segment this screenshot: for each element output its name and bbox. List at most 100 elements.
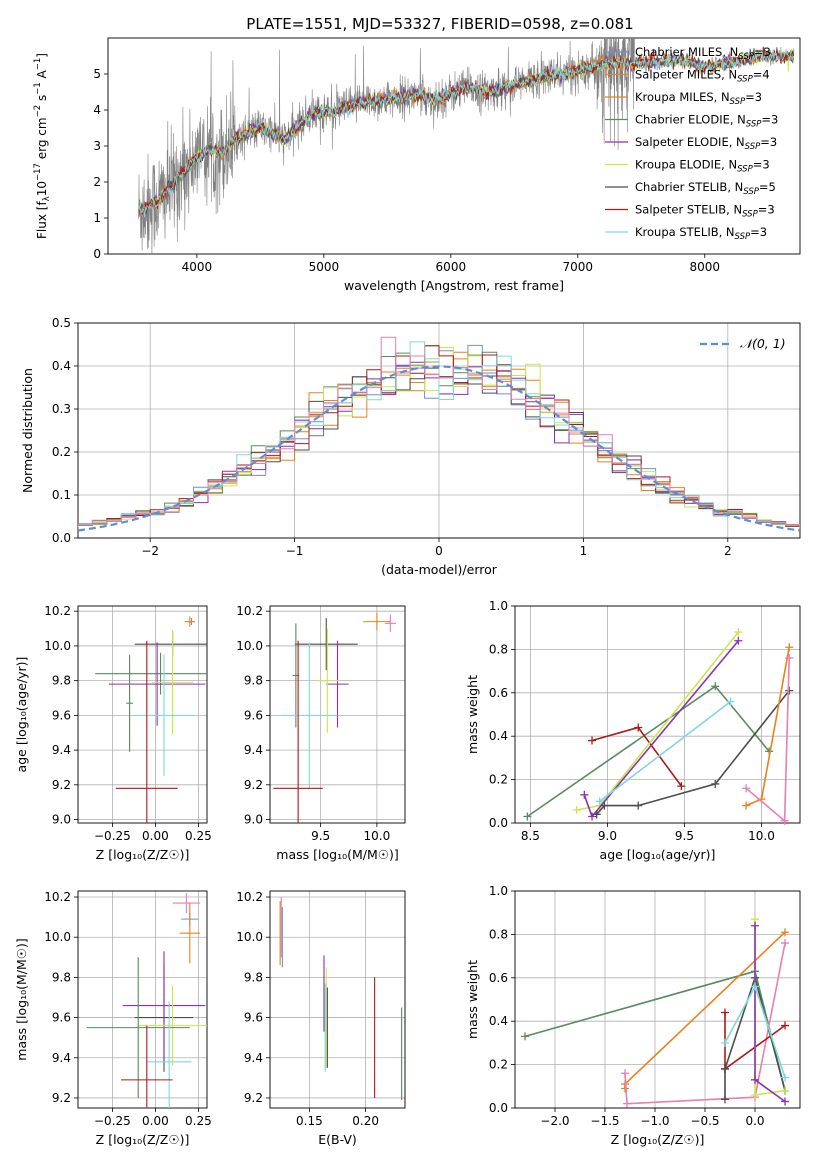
y-tick-label: 0.8	[489, 927, 508, 941]
x-tick-label: 8.5	[521, 829, 540, 843]
series-marker	[742, 784, 751, 793]
y-tick-label: 9.2	[244, 1091, 263, 1105]
series-marker	[780, 816, 789, 825]
x-axis-label: age [log₁₀(age/yr)]	[600, 847, 716, 862]
y-tick-label: 2	[93, 175, 101, 189]
y-tick-label: 9.4	[52, 1051, 71, 1065]
model-spectrum-line	[138, 46, 794, 218]
legend-label-text: Kroupa STELIB, N	[635, 225, 735, 239]
legend-label-count: =5	[759, 180, 776, 194]
axes-frame	[514, 605, 801, 824]
series-marker	[781, 1073, 789, 1082]
legend-label-count: =3	[750, 225, 767, 239]
y-axis-label-part: −1	[33, 58, 43, 71]
series-marker	[742, 801, 751, 810]
x-axis-label: Z [log₁₀(Z/Z☉)]	[96, 1132, 190, 1147]
x-tick-label: 9.0	[598, 829, 617, 843]
series-marker	[781, 1021, 789, 1030]
legend-label: Salpeter MILES, NSSP=4	[635, 68, 770, 85]
y-tick-label: 0.0	[489, 1101, 508, 1115]
series-marker	[523, 812, 532, 821]
series-marker	[721, 1095, 729, 1104]
y-tick-label: 9.4	[244, 743, 263, 757]
y-tick-label: 10.0	[44, 639, 71, 653]
series-marker	[634, 723, 643, 732]
model-spectrum-line	[138, 47, 795, 216]
y-tick-label: 10.2	[44, 890, 71, 904]
series-marker	[621, 1069, 629, 1078]
x-tick-label: 9.5	[311, 829, 330, 843]
y-tick-label: 0.0	[489, 816, 508, 830]
axes-frame	[77, 605, 208, 824]
legend-label: Chabrier ELODIE, NSSP=3	[635, 113, 778, 130]
series-marker	[751, 982, 759, 991]
x-tick-label: 0.25	[185, 1114, 212, 1128]
y-tick-label: 0	[93, 247, 101, 261]
legend-label: Kroupa ELODIE, NSSP=3	[635, 158, 770, 175]
series-marker	[677, 782, 686, 791]
y-tick-label: 3	[93, 139, 101, 153]
x-axis-label: E(B-V)	[318, 1132, 357, 1147]
y-axis-label: mass weight	[465, 960, 480, 1039]
x-tick-label: 10.0	[364, 829, 391, 843]
series-marker	[595, 797, 604, 806]
x-tick-label: 7000	[563, 260, 594, 274]
y-tick-label: 1	[93, 211, 101, 225]
y-axis-label-part: −17	[33, 163, 43, 181]
legend-label: Kroupa MILES, NSSP=3	[635, 90, 762, 107]
series-marker	[721, 1038, 729, 1047]
y-tick-label: 10.2	[44, 604, 71, 618]
y-axis-label-part: erg cm	[35, 117, 49, 163]
x-axis-label: Z [log₁₀(Z/Z☉)]	[96, 847, 190, 862]
x-tick-label: −0.5	[690, 1114, 719, 1128]
y-tick-label: 9.4	[52, 743, 71, 757]
legend-label-text: Chabrier MILES, N	[635, 45, 738, 59]
series-line	[599, 700, 732, 802]
y-axis-label: mass [log₁₀(M/M☉)]	[14, 938, 29, 1060]
y-tick-label: 0.1	[52, 488, 71, 502]
y-tick-label: 0.0	[52, 531, 71, 545]
y-axis-label-part: −2	[33, 105, 43, 118]
x-tick-label: −1	[286, 544, 304, 558]
y-tick-label: 0.4	[52, 359, 71, 373]
series-marker	[781, 1086, 789, 1095]
y-tick-label: 9.8	[52, 970, 71, 984]
x-tick-label: 9.5	[675, 829, 694, 843]
y-tick-label: 10.2	[236, 604, 263, 618]
y-axis-label-part: s	[35, 95, 49, 105]
y-axis-label-part: Flux [f	[35, 201, 49, 239]
legend-label-count: =3	[761, 113, 778, 127]
series-marker	[781, 928, 789, 937]
series-line	[624, 942, 786, 1105]
series-marker	[726, 697, 735, 706]
series-marker	[734, 628, 743, 637]
legend-label: Kroupa STELIB, NSSP=3	[635, 225, 767, 242]
legend-label-text: Kroupa MILES, N	[635, 90, 730, 104]
y-tick-label: 9.0	[52, 813, 71, 827]
y-axis-label-part: 10	[35, 181, 49, 196]
series-marker	[588, 812, 597, 821]
legend-label-count: =3	[754, 45, 771, 59]
y-tick-label: 10.2	[236, 890, 263, 904]
legend-label-text: Salpeter ELODIE, N	[635, 135, 745, 149]
legend-label-sub: SSP	[743, 187, 759, 197]
weight_vs_Z-axes: −2.0 −1.5 −1.0 −0.5 0.0 0.0 0.2 0.4 0.6 0.8 1.0 Z […	[465, 884, 801, 1147]
legend-label-sub: SSP	[746, 120, 762, 130]
legend-label: Salpeter STELIB, NSSP=3	[635, 203, 775, 220]
y-tick-label: 5	[93, 67, 101, 81]
series-marker	[785, 643, 794, 652]
x-tick-label: 0.25	[185, 829, 212, 843]
x-tick-label: 0.0	[745, 1114, 764, 1128]
x-tick-label: −0.25	[94, 1114, 131, 1128]
y-tick-label: 10.0	[236, 930, 263, 944]
y-tick-label: 9.8	[244, 674, 263, 688]
series-marker	[734, 636, 743, 645]
series-marker	[785, 654, 794, 663]
legend-label-sub: SSP	[737, 75, 753, 85]
axes-frame	[269, 605, 406, 824]
series-marker	[592, 810, 601, 819]
y-tick-label: 9.6	[244, 1011, 263, 1025]
y-axis-label-part: λ	[42, 196, 52, 201]
